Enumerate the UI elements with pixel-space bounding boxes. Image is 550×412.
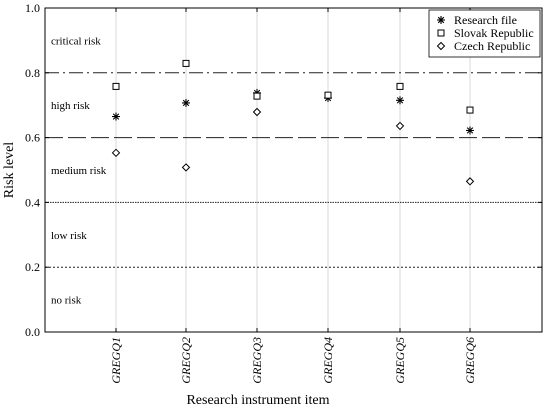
diamond-point bbox=[181, 163, 191, 172]
legend-box bbox=[428, 9, 541, 58]
y-tick-label: 0.0 bbox=[25, 325, 40, 339]
zone-label: high risk bbox=[51, 100, 90, 112]
plot-area bbox=[44, 7, 543, 333]
x-axis-ticks: GREGQ1 GREGQ2 GREGQ3 GREGQ4 GREGQ5 GREGQ6 bbox=[109, 8, 477, 384]
asterisk-stroke bbox=[182, 99, 190, 107]
square-point bbox=[466, 106, 474, 114]
legend-entry-label: Czech Republic bbox=[454, 39, 530, 53]
zone-label: low risk bbox=[51, 230, 87, 242]
square-point bbox=[437, 29, 445, 37]
x-tick-label: GREGQ5 bbox=[393, 337, 407, 384]
diamond-point bbox=[395, 121, 405, 131]
y-tick-label: 0.4 bbox=[25, 195, 40, 209]
legend-entry-label: Research file bbox=[454, 13, 517, 27]
zone-labels: critical risk high risk medium risk low ris… bbox=[51, 35, 107, 306]
y-tick-label: 1.0 bbox=[25, 1, 40, 15]
diamond-point bbox=[436, 41, 446, 51]
asterisk-point bbox=[396, 96, 404, 105]
x-tick-label: GREGQ3 bbox=[250, 337, 264, 384]
asterisk-stroke bbox=[396, 97, 404, 104]
zone-label: no risk bbox=[51, 295, 82, 307]
diamond-point bbox=[465, 177, 475, 186]
asterisk-point bbox=[112, 112, 120, 121]
square-point bbox=[324, 91, 332, 99]
asterisk-stroke bbox=[437, 16, 445, 24]
y-tick-label: 0.6 bbox=[25, 131, 40, 145]
asterisk-stroke bbox=[466, 127, 474, 134]
data-points bbox=[111, 59, 475, 186]
square-point bbox=[253, 92, 261, 100]
asterisk-point bbox=[182, 98, 190, 107]
asterisk-point bbox=[466, 126, 474, 135]
zone-label: critical risk bbox=[51, 35, 101, 47]
diamond-point bbox=[111, 148, 121, 158]
square-point bbox=[112, 82, 120, 90]
zone-label: medium risk bbox=[51, 165, 107, 177]
x-tick-label: GREGQ2 bbox=[179, 337, 193, 384]
legend-entry-label: Slovak Republic bbox=[454, 26, 534, 40]
x-tick-label: GREGQ4 bbox=[321, 337, 335, 384]
asterisk-point bbox=[437, 16, 445, 24]
diamond-point bbox=[252, 107, 262, 117]
y-axis-title: Risk level bbox=[2, 142, 17, 198]
square-point bbox=[396, 82, 404, 90]
square-point bbox=[182, 59, 190, 67]
y-tick-label: 0.8 bbox=[25, 66, 40, 80]
asterisk-stroke bbox=[112, 113, 120, 120]
y-tick-label: 0.2 bbox=[25, 260, 40, 274]
x-axis-title: Research instrument item bbox=[186, 393, 329, 408]
threshold-lines bbox=[45, 72, 542, 268]
x-tick-label: GREGQ1 bbox=[109, 337, 123, 384]
y-axis-ticks: 0.0 0.2 0.4 0.6 0.8 1.0 bbox=[25, 1, 542, 339]
x-tick-label: GREGQ6 bbox=[463, 337, 477, 384]
